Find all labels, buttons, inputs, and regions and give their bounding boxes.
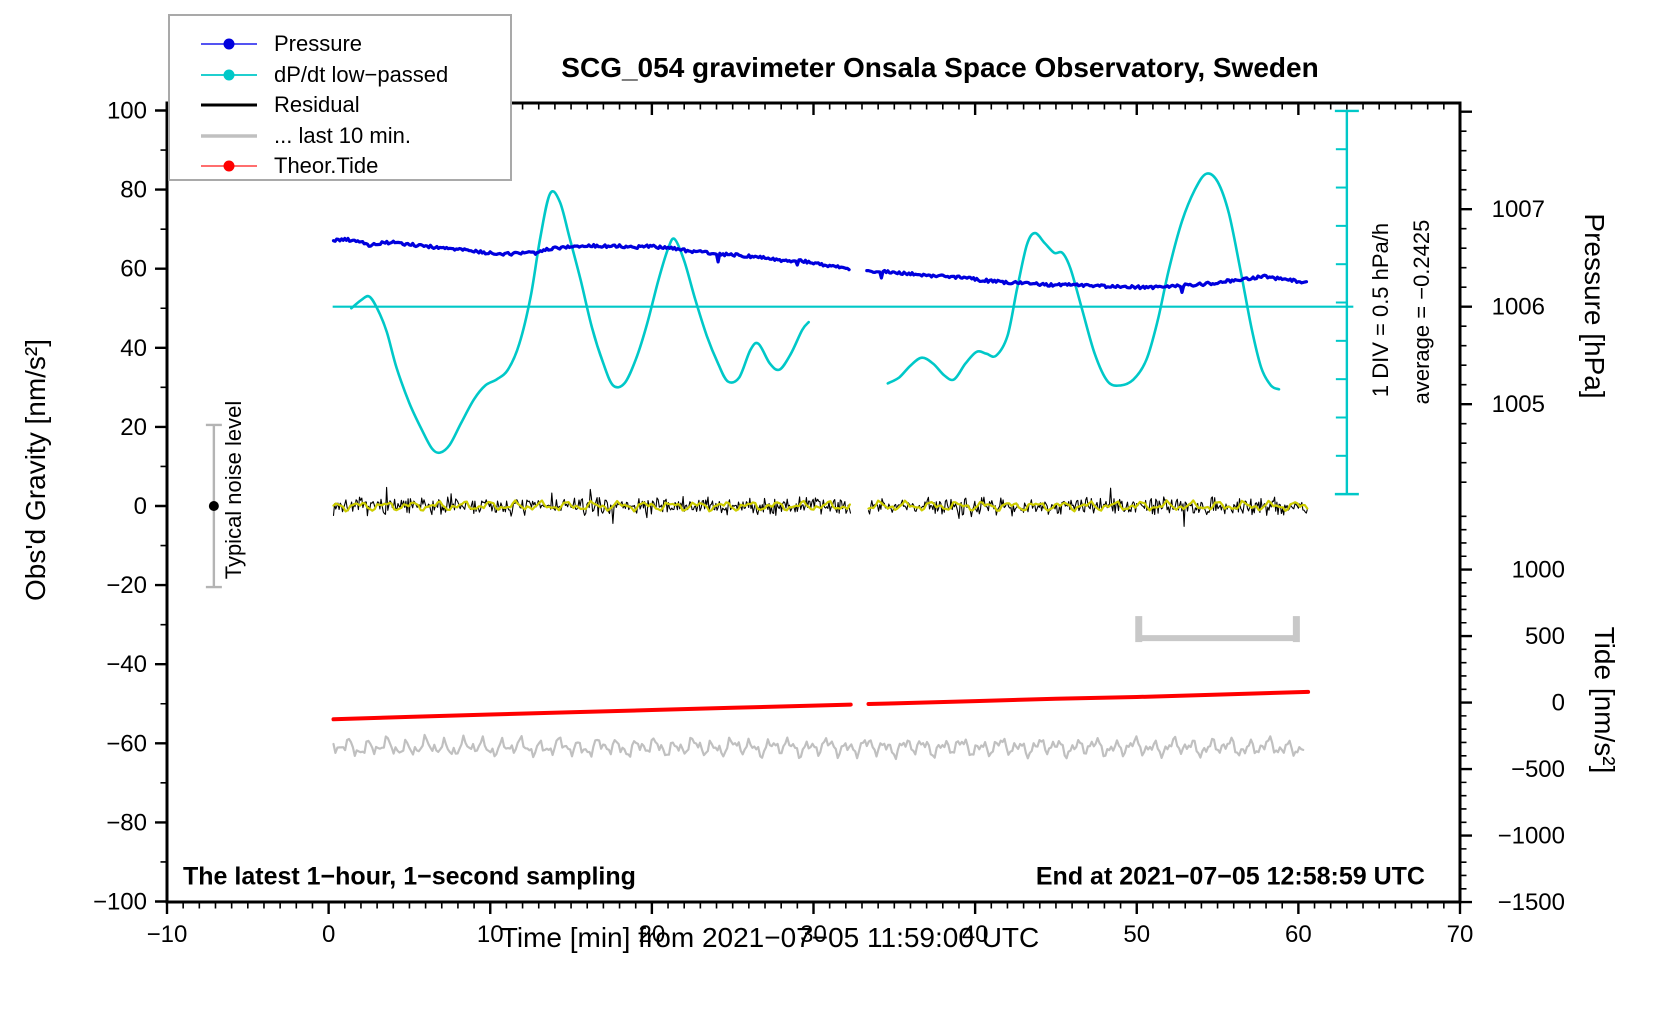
legend-item-label: Residual <box>274 92 360 118</box>
x-tick-label: −10 <box>147 921 188 948</box>
tide-tick-label: 500 <box>1525 623 1565 650</box>
gravity-tick-label: 0 <box>134 493 147 520</box>
legend-item-label: dP/dt low−passed <box>274 61 449 87</box>
series-path <box>886 172 1281 391</box>
tide-tick-label: −1000 <box>1498 823 1565 850</box>
gravity-tick-label: 40 <box>120 335 147 362</box>
tide-tick-label: 0 <box>1552 690 1565 717</box>
noise-level-dot <box>208 501 219 511</box>
series-path <box>865 268 1309 294</box>
series-path <box>332 499 852 513</box>
legend-item-label: Pressure <box>274 31 363 57</box>
series-path <box>867 487 1308 527</box>
y-axis-label-gravity: Obs'd Gravity [nm/s²] <box>20 338 51 602</box>
pressure-tick-label: 1005 <box>1492 391 1545 418</box>
x-tick-label: 50 <box>1123 921 1150 948</box>
gravity-tick-label: −100 <box>93 889 147 916</box>
sampling-note: The latest 1−hour, 1−second sampling <box>183 862 636 891</box>
x-tick-label: 10 <box>477 921 504 948</box>
x-tick-label: 0 <box>322 921 335 948</box>
legend-line-sample <box>201 103 257 107</box>
series-path <box>332 733 1305 761</box>
end-note: End at 2021−07−05 12:58:59 UTC <box>1035 862 1425 891</box>
div-scale-note: 1 DIV = 0.5 hPa/h <box>1368 222 1393 398</box>
x-tick-label: 20 <box>639 921 666 948</box>
series-path <box>866 689 1311 706</box>
legend: Pressure dP/dt low−passed Residual ... last… <box>168 14 512 181</box>
series-path <box>350 189 810 455</box>
tide-tick-label: −1500 <box>1498 889 1565 916</box>
page-title: SCG_054 gravimeter Onsala Space Observat… <box>561 52 1319 83</box>
pressure-tick-label: 1007 <box>1492 196 1545 223</box>
legend-item-label: ... last 10 min. <box>274 122 411 148</box>
average-note: average = −0.2425 <box>1409 219 1434 405</box>
y-axis-label-tide: Tide [nm/s²] <box>1589 626 1620 774</box>
pressure-tick-label: 1006 <box>1492 294 1545 321</box>
legend-item: Residual <box>170 90 510 121</box>
major-ticks <box>155 103 1472 914</box>
legend-item: ... last 10 min. <box>170 121 510 152</box>
tide-tick-label: −500 <box>1511 756 1565 783</box>
legend-item: Theor.Tide <box>170 151 510 182</box>
x-tick-label: 40 <box>962 921 989 948</box>
legend-item-label: Theor.Tide <box>274 153 379 179</box>
x-tick-label: 60 <box>1285 921 1312 948</box>
x-tick-label: 70 <box>1447 921 1474 948</box>
y-axis-label-pressure: Pressure [hPa] <box>1579 213 1610 399</box>
gravity-tick-label: 60 <box>120 256 147 283</box>
series-path <box>331 702 853 722</box>
gravity-tick-label: 80 <box>120 177 147 204</box>
noise-level-label: Typical noise level <box>221 400 246 580</box>
legend-line-sample <box>201 69 257 81</box>
x-tick-label: 30 <box>800 921 827 948</box>
legend-line-sample <box>201 160 257 172</box>
series-path <box>332 486 852 524</box>
legend-line-sample <box>201 38 257 50</box>
series-path <box>867 499 1309 513</box>
legend-item: Pressure <box>170 29 510 60</box>
gravity-tick-label: −20 <box>106 572 147 599</box>
gravity-tick-label: 20 <box>120 414 147 441</box>
gravity-tick-label: −60 <box>106 730 147 757</box>
x-axis-label: Time [min] from 2021−07−05 11:59:00 UTC <box>500 922 1040 953</box>
gravity-tick-label: −40 <box>106 651 147 678</box>
tide-tick-label: 1000 <box>1512 557 1565 584</box>
gravity-tick-label: 100 <box>107 98 147 125</box>
legend-line-sample <box>201 134 257 138</box>
legend-item: dP/dt low−passed <box>170 60 510 91</box>
series-path <box>331 236 851 272</box>
gravity-tick-label: −80 <box>106 809 147 836</box>
